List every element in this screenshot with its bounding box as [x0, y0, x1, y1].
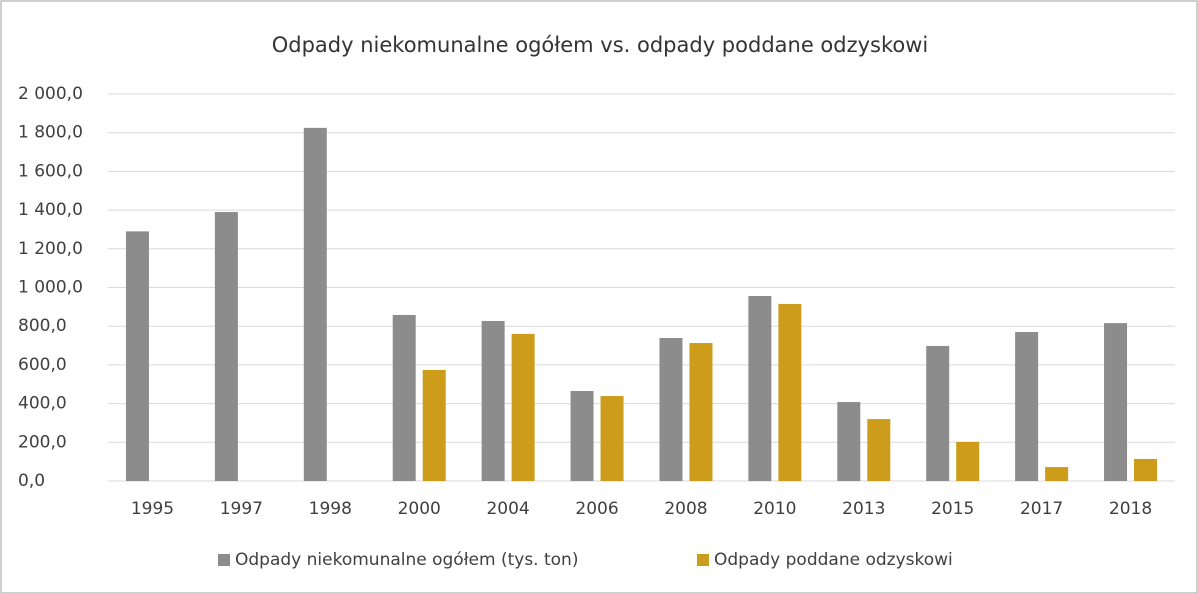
bar [659, 338, 683, 481]
bar [1015, 332, 1039, 481]
bar [956, 441, 980, 481]
bar [1134, 458, 1158, 481]
bar [778, 303, 802, 481]
legend-label: Odpady niekomunalne ogółem (tys. ton) [235, 550, 578, 570]
bar [125, 231, 149, 481]
y-tick-label: 400,0 [18, 394, 67, 414]
bar [214, 212, 238, 481]
x-tick-label: 1997 [220, 499, 263, 519]
x-tick-label: 2008 [664, 499, 707, 519]
y-tick-label: 600,0 [18, 355, 67, 375]
bar [422, 369, 446, 481]
x-tick-label: 1995 [131, 499, 174, 519]
legend-swatch [218, 554, 230, 566]
x-tick-label: 2017 [1020, 499, 1063, 519]
x-tick-label: 2018 [1109, 499, 1152, 519]
y-tick-label: 1 800,0 [18, 123, 83, 143]
bar [511, 333, 535, 481]
bar [600, 396, 624, 481]
bar [837, 402, 861, 481]
x-tick-label: 2015 [931, 499, 974, 519]
bar [748, 296, 772, 481]
x-tick-label: 2013 [842, 499, 885, 519]
bar [1104, 323, 1128, 481]
bar [481, 320, 505, 481]
x-tick-label: 2004 [486, 499, 529, 519]
y-tick-label: 200,0 [18, 432, 67, 452]
chart-title: Odpady niekomunalne ogółem vs. odpady po… [272, 33, 929, 57]
bar [926, 345, 950, 481]
legend-label: Odpady poddane odzyskowi [714, 550, 953, 570]
bar [570, 391, 594, 481]
bar [392, 314, 416, 481]
bar [1045, 467, 1069, 481]
legend-swatch [697, 554, 709, 566]
bar [303, 127, 327, 482]
y-tick-label: 800,0 [18, 316, 67, 336]
bar [867, 419, 891, 481]
x-tick-label: 2000 [398, 499, 441, 519]
bar [689, 343, 713, 481]
y-tick-label: 1 000,0 [18, 278, 83, 298]
x-tick-label: 1998 [309, 499, 352, 519]
y-tick-label: 1 200,0 [18, 239, 83, 259]
x-tick-label: 2010 [753, 499, 796, 519]
x-tick-label: 2006 [575, 499, 618, 519]
y-tick-label: 1 400,0 [18, 200, 83, 220]
y-tick-label: 1 600,0 [18, 161, 83, 181]
y-tick-label: 2 000,0 [18, 84, 83, 104]
y-tick-label: 0,0 [18, 471, 45, 491]
